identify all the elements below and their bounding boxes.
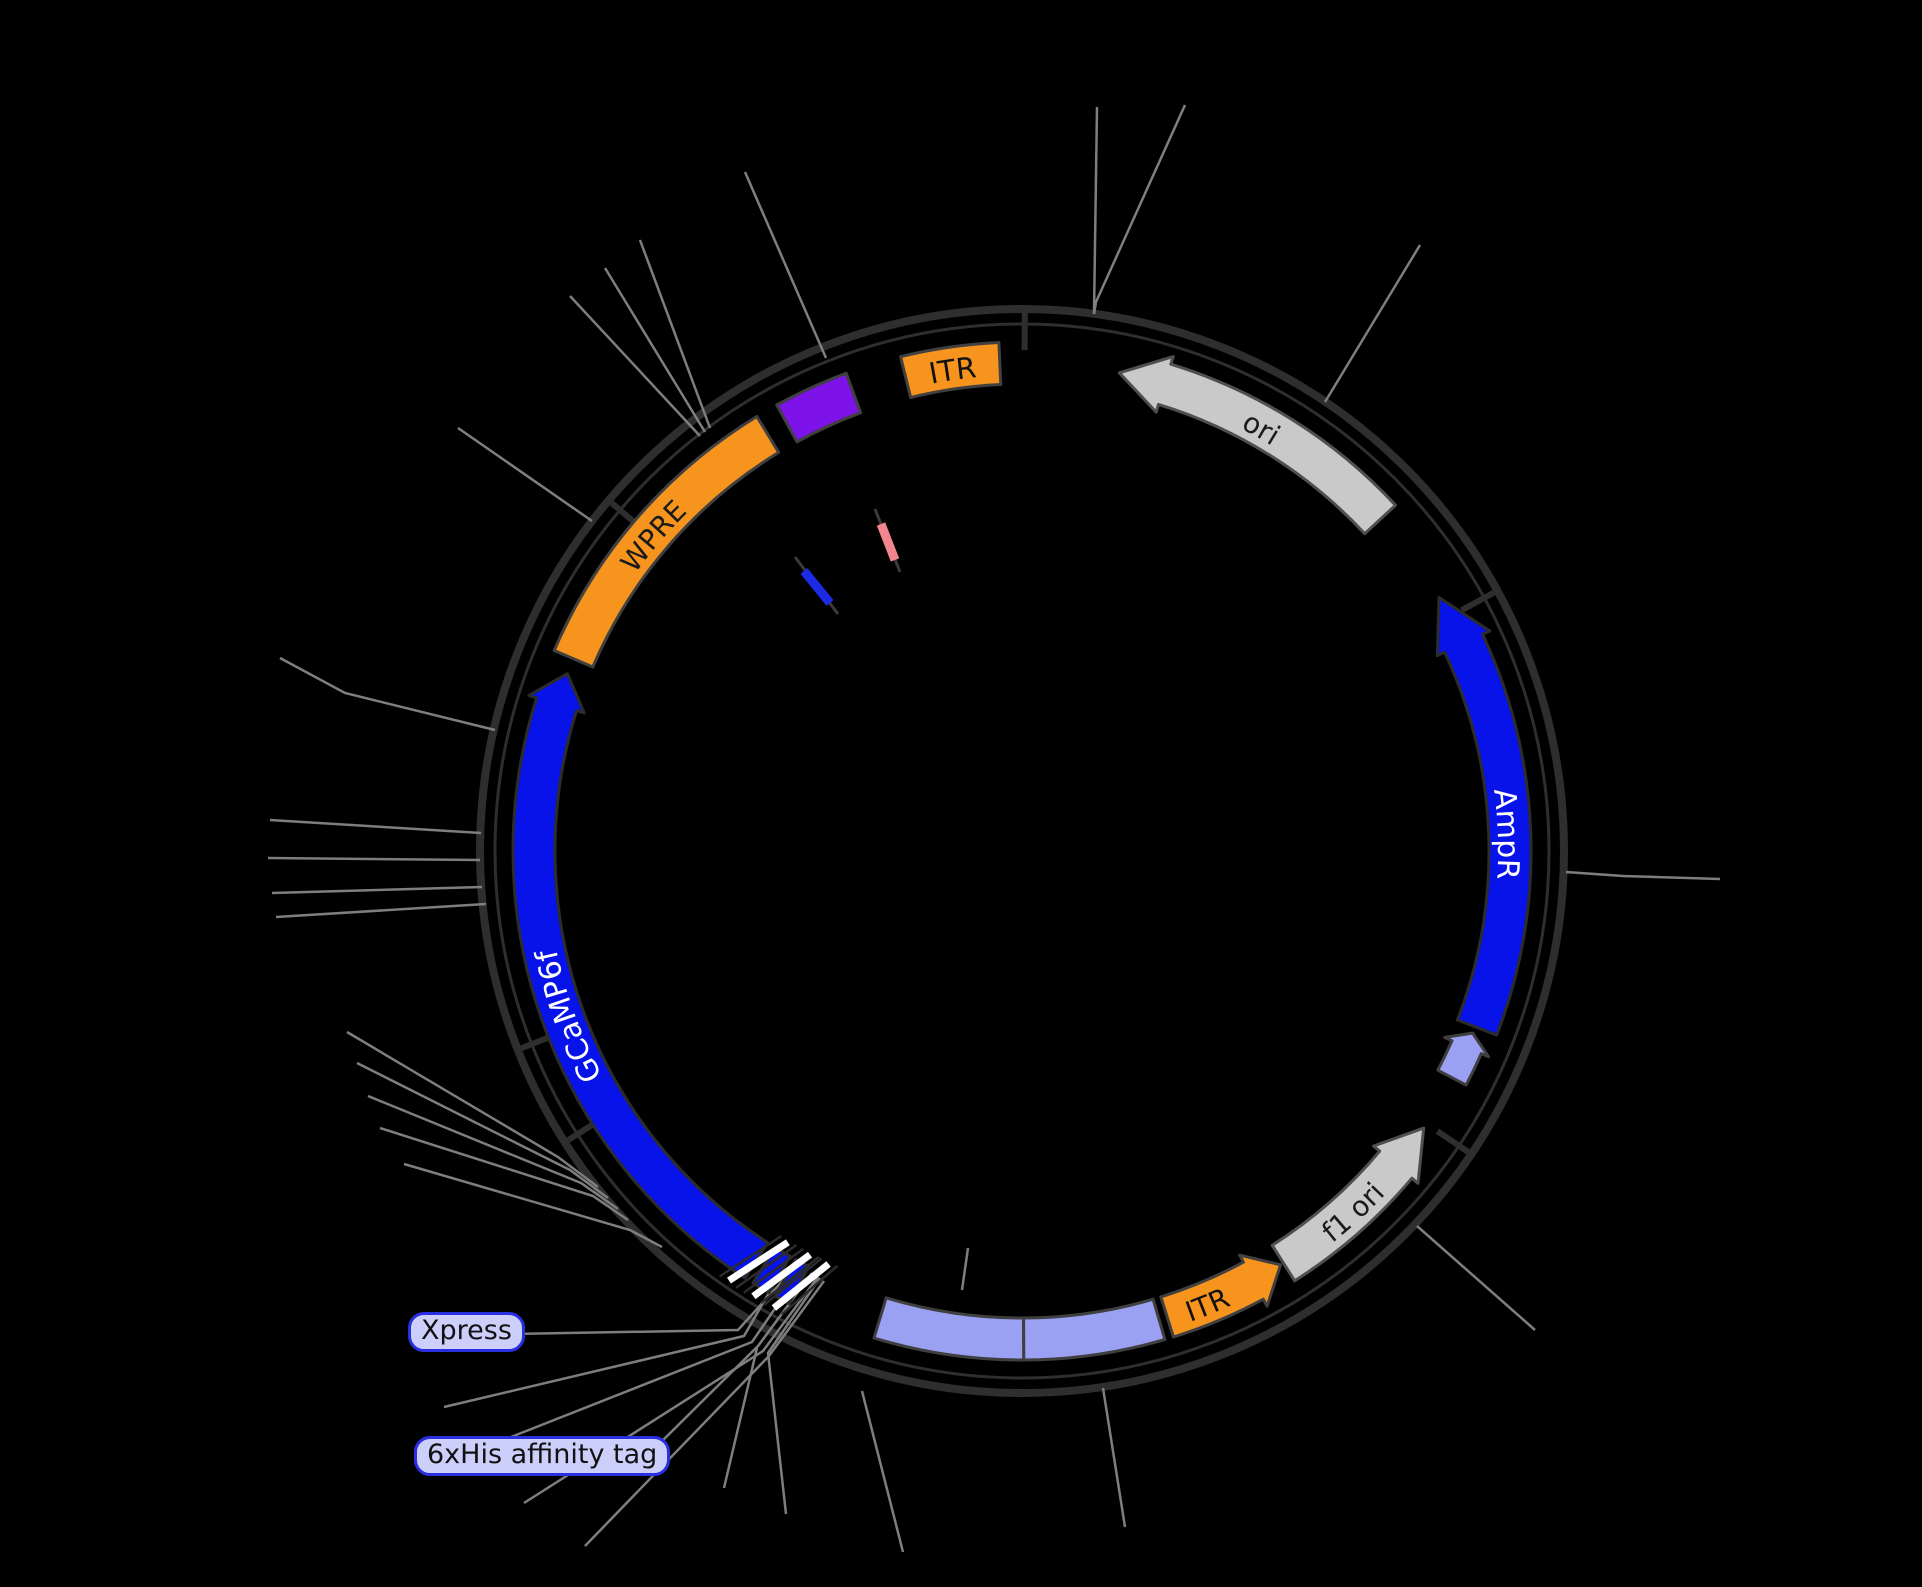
feature-ori[interactable] — [1117, 355, 1397, 536]
callout-line — [860, 1390, 905, 1553]
callout-line — [367, 1094, 619, 1211]
feature-ampr-promoter[interactable] — [1436, 1031, 1491, 1087]
break-slash-edge — [760, 1255, 820, 1305]
position-tick — [1435, 1128, 1470, 1155]
callout-line — [766, 1277, 822, 1515]
feature-f1-ori[interactable] — [1270, 1126, 1426, 1283]
callout-line — [584, 1280, 826, 1547]
callout-line — [722, 1347, 759, 1489]
callout-line — [271, 885, 483, 895]
break-slash-edge — [780, 1264, 839, 1316]
6xhis-tag-label[interactable]: 6xHis affinity tag — [414, 1436, 671, 1476]
small-feature-arrow-blue[interactable] — [800, 568, 834, 606]
break-slash — [751, 1251, 813, 1300]
backbone-ring-outer — [476, 305, 1568, 1397]
break-slash-edge — [743, 1247, 805, 1294]
callout-line — [960, 1247, 970, 1291]
feature-tag-segment-a[interactable] — [872, 1296, 1026, 1362]
callout-line — [743, 171, 828, 359]
callout-line — [638, 239, 712, 429]
callout-line — [346, 1030, 599, 1188]
feature-label-itr-5prime[interactable]: ITR — [926, 350, 978, 390]
feature-label-ampr[interactable]: AmpR — [1486, 787, 1525, 880]
callout-line — [267, 856, 481, 862]
callout-line — [1416, 1225, 1536, 1331]
callout-line — [510, 1265, 797, 1336]
break-slash-edge — [763, 1257, 823, 1306]
break-slash — [727, 1239, 790, 1284]
feature-itr-3prime[interactable] — [1159, 1253, 1283, 1339]
feature-ampr[interactable] — [1435, 596, 1533, 1037]
feature-tag-segment-b[interactable] — [1022, 1297, 1167, 1362]
break-slash — [771, 1261, 831, 1311]
callout-line — [1565, 870, 1721, 881]
callout-line — [269, 818, 482, 835]
break-slash-edge — [718, 1234, 783, 1278]
callout-line — [457, 426, 593, 523]
callout-line — [1092, 106, 1099, 315]
feature-purple-element[interactable] — [775, 371, 863, 444]
callout-line — [1092, 104, 1187, 315]
small-feature-arrow-pink[interactable] — [876, 522, 900, 562]
callout-line — [1101, 1387, 1127, 1528]
callout-line — [603, 267, 707, 433]
callout-line — [569, 295, 701, 437]
callout-line — [356, 1061, 609, 1200]
position-tick — [1460, 590, 1496, 614]
feature-gcamp6f[interactable] — [511, 672, 770, 1280]
feature-wpre[interactable] — [552, 415, 781, 669]
xpress-tag-label[interactable]: Xpress — [408, 1312, 525, 1352]
backbone-ring-inner — [493, 322, 1551, 1380]
callout-line — [279, 656, 496, 732]
callout-line — [379, 1126, 629, 1222]
callout-line — [275, 902, 487, 919]
callout-line — [1323, 244, 1422, 403]
feature-itr-5prime[interactable] — [899, 341, 1003, 399]
break-slash-edge — [735, 1243, 798, 1289]
callout-line — [403, 1162, 663, 1249]
